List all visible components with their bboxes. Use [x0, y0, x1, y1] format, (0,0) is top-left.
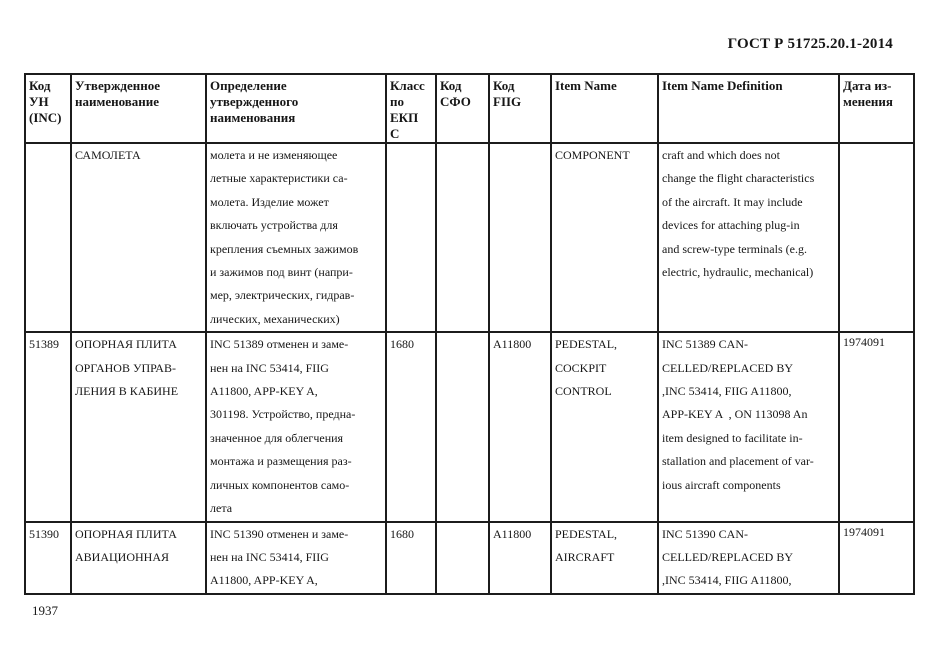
col-header-inc-code: Код УН (INC)	[24, 73, 72, 144]
standard-number-title: ГОСТ Р 51725.20.1-2014	[727, 36, 893, 52]
col-header-item-name-definition: Item Name Definition	[657, 73, 840, 144]
cell-ekps-class	[385, 141, 437, 334]
col-header-fiig-code: Код FIIG	[488, 73, 552, 144]
cell-item-name-definition: INC 51390 CAN- CELLED/REPLACED BY ,INC 5…	[657, 520, 840, 595]
item-codes-table: Код УН (INC) Утвержденное наименование О…	[24, 73, 915, 595]
table-row-continuation: САМОЛЕТА молета и не изменяющее летные х…	[24, 141, 915, 334]
cell-item-name-definition: INC 51389 CAN- CELLED/REPLACED BY ,INC 5…	[657, 331, 840, 523]
cell-fiig-code: A11800	[488, 331, 552, 523]
col-header-approved-definition: Определение утвержденного наименования	[205, 73, 387, 144]
cell-item-name: COMPONENT	[550, 141, 659, 334]
cell-item-name: PEDESTAL, AIRCRAFT	[550, 520, 659, 595]
col-header-approved-name: Утвержденное наименование	[70, 73, 207, 144]
cell-inc-code: 51389	[24, 331, 72, 523]
table-row-51390: 51390 ОПОРНАЯ ПЛИТА АВИАЦИОННАЯ INC 5139…	[24, 520, 915, 595]
cell-change-date: 1974091	[838, 331, 915, 523]
col-header-sfo-code: Код СФО	[435, 73, 490, 144]
cell-item-name: PEDESTAL, COCKPIT CONTROL	[550, 331, 659, 523]
cell-approved-name: ОПОРНАЯ ПЛИТА ОРГАНОВ УПРАВ- ЛЕНИЯ В КАБ…	[70, 331, 207, 523]
cell-change-date	[838, 141, 915, 334]
cell-fiig-code	[488, 141, 552, 334]
cell-sfo-code	[435, 331, 490, 523]
page-number: 1937	[32, 603, 58, 618]
cell-item-name-definition: craft and which does not change the flig…	[657, 141, 840, 334]
cell-inc-code	[24, 141, 72, 334]
cell-approved-definition: INC 51390 отменен и заме- нен на INC 534…	[205, 520, 387, 595]
cell-sfo-code	[435, 141, 490, 334]
cell-approved-name: ОПОРНАЯ ПЛИТА АВИАЦИОННАЯ	[70, 520, 207, 595]
cell-approved-definition: INC 51389 отменен и заме- нен на INC 534…	[205, 331, 387, 523]
table-header-row: Код УН (INC) Утвержденное наименование О…	[24, 73, 915, 144]
cell-sfo-code	[435, 520, 490, 595]
col-header-ekps-class: Класс по ЕКП С	[385, 73, 437, 144]
cell-ekps-class: 1680	[385, 331, 437, 523]
cell-approved-name: САМОЛЕТА	[70, 141, 207, 334]
col-header-item-name: Item Name	[550, 73, 659, 144]
cell-approved-definition: молета и не изменяющее летные характерис…	[205, 141, 387, 334]
cell-ekps-class: 1680	[385, 520, 437, 595]
col-header-change-date: Дата из- менения	[838, 73, 915, 144]
table-row-51389: 51389 ОПОРНАЯ ПЛИТА ОРГАНОВ УПРАВ- ЛЕНИЯ…	[24, 331, 915, 523]
cell-inc-code: 51390	[24, 520, 72, 595]
cell-change-date: 1974091	[838, 520, 915, 595]
cell-fiig-code: A11800	[488, 520, 552, 595]
